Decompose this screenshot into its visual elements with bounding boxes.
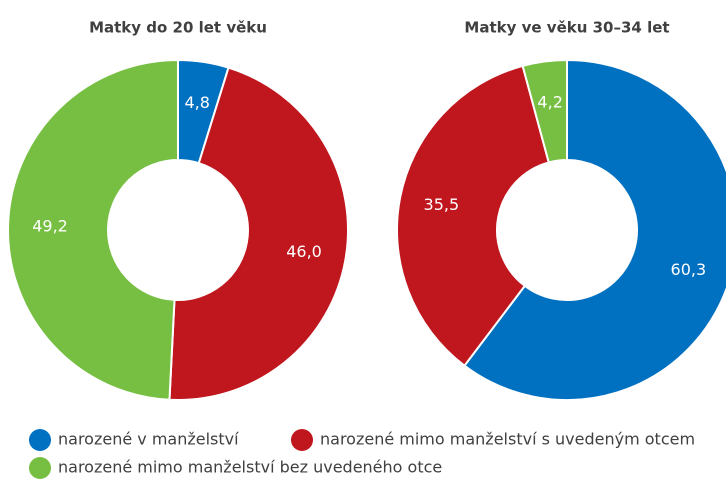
value-label: 46,0 <box>286 242 322 261</box>
legend-label: narozené mimo manželství s uvedeným otce… <box>320 430 695 449</box>
donut-slice <box>521 58 568 164</box>
legend-swatch <box>291 429 313 451</box>
legend-label: narozené mimo manželství bez uvedeného o… <box>58 458 442 477</box>
donut-slice <box>7 58 179 401</box>
donut-slice <box>463 58 726 401</box>
value-label: 4,8 <box>185 93 210 112</box>
legend-swatch <box>29 457 51 479</box>
donut-slice <box>168 66 349 401</box>
legend-label: narozené v manželství <box>58 430 239 449</box>
legend-swatch <box>29 429 51 451</box>
chart-title: Matky ve věku 30–34 let <box>464 19 669 37</box>
chart-title: Matky do 20 let věku <box>89 19 267 37</box>
value-label: 49,2 <box>32 216 68 235</box>
value-label: 4,2 <box>537 93 562 112</box>
donut-slice <box>396 64 550 368</box>
value-label: 60,3 <box>671 260 707 279</box>
value-label: 35,5 <box>424 195 460 214</box>
